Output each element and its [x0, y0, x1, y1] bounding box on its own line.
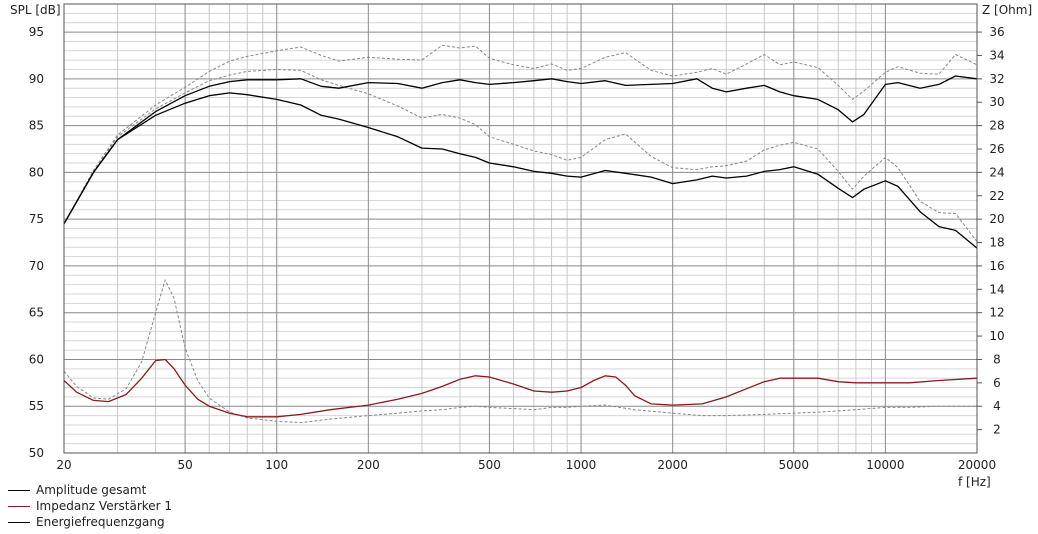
x-tick-label: 10000: [866, 458, 904, 472]
minor-grid: [64, 4, 977, 453]
y-right-tick-label: 14: [989, 282, 1004, 296]
legend-item-energy: Energiefrequenzgang: [8, 514, 172, 530]
plot-frame: [63, 3, 978, 454]
y-right-axis-title: Z [Ohm]: [982, 3, 1032, 17]
x-tick-label: 1000: [566, 458, 597, 472]
y-left-tick-label: 85: [29, 119, 44, 133]
y-left-tick-label: 55: [29, 399, 44, 413]
series-line-amplitude-gesamt: [63, 75, 978, 225]
x-tick-label: 50: [177, 458, 192, 472]
y-right-tick-label: 26: [989, 142, 1004, 156]
legend-item-amplitude: Amplitude gesamt: [8, 482, 172, 498]
x-tick-label: 2000: [657, 458, 688, 472]
x-tick-labels: 20 50 100 200 500 1000 2000 5000 10000 20000: [56, 458, 996, 472]
y-left-tick-label: 90: [29, 72, 44, 86]
y-left-tick-label: 50: [29, 446, 44, 460]
series-layer: [63, 44, 978, 424]
y-left-tick-label: 65: [29, 306, 44, 320]
x-tick-label: 5000: [778, 458, 809, 472]
chart-legend: Amplitude gesamt Impedanz Verstärker 1 E…: [8, 482, 172, 530]
y-right-tick-label: 28: [989, 119, 1004, 133]
y-left-tick-labels: 50 55 60 65 70 75 80 85 90 95: [29, 25, 44, 460]
x-tick-label: 200: [357, 458, 380, 472]
y-right-tick-label: 22: [989, 189, 1004, 203]
series-line-energiefrequenzgang: [63, 92, 978, 249]
y-right-tick-label: 12: [989, 306, 1004, 320]
y-left-tick-label: 60: [29, 352, 44, 366]
y-right-tick-label: 10: [989, 329, 1004, 343]
y-right-tick-label: 18: [989, 236, 1004, 250]
x-tick-label: 20000: [958, 458, 996, 472]
y-left-axis-title: SPL [dB]: [10, 3, 61, 17]
y-left-tick-label: 95: [29, 25, 44, 39]
legend-swatch-energy: [8, 521, 30, 523]
x-tick-label: 20: [56, 458, 71, 472]
y-right-tick-label: 34: [989, 48, 1004, 62]
legend-swatch-impedance: [8, 505, 30, 507]
y-right-tick-label: 36: [989, 25, 1004, 39]
y-left-tick-label: 75: [29, 212, 44, 226]
y-right-tick-label: 6: [993, 376, 1001, 390]
y-right-tick-label: 2: [993, 423, 1001, 437]
y-right-tick-label: 32: [989, 72, 1004, 86]
y-right-tick-label: 16: [989, 259, 1004, 273]
x-tick-label: 500: [478, 458, 501, 472]
y-left-tick-label: 70: [29, 259, 44, 273]
x-tick-label: 100: [265, 458, 288, 472]
y-right-tick-label: 20: [989, 212, 1004, 226]
legend-label-impedance: Impedanz Verstärker 1: [36, 499, 173, 513]
x-axis-title: f [Hz]: [958, 475, 991, 489]
y-right-tick-label: 24: [989, 165, 1004, 179]
series-line-impedanz-verst-rker-1: [63, 358, 978, 418]
y-right-tick-label: 4: [993, 399, 1001, 413]
series-line-reference-3: [63, 44, 978, 225]
legend-item-impedance: Impedanz Verstärker 1: [8, 498, 172, 514]
series-line-reference-5: [63, 279, 977, 424]
legend-swatch-amplitude: [8, 489, 30, 491]
y-right-tick-label: 30: [989, 95, 1004, 109]
legend-label-energy: Energiefrequenzgang: [36, 515, 165, 529]
y-right-tick-label: 8: [993, 352, 1001, 366]
legend-label-amplitude: Amplitude gesamt: [36, 483, 147, 497]
y-left-tick-label: 80: [29, 165, 44, 179]
